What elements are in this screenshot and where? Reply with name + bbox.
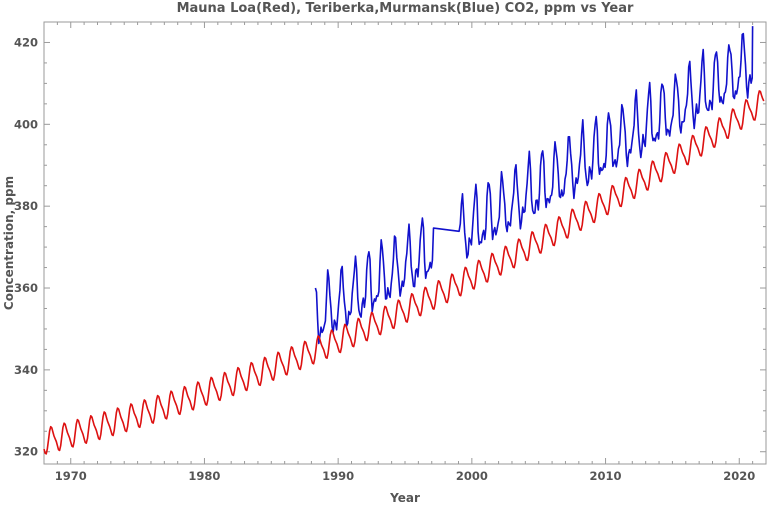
y-tick-label: 360	[14, 281, 38, 295]
x-tick-label: 2010	[590, 469, 622, 483]
x-tick-label: 1980	[188, 469, 220, 483]
series-layer	[43, 26, 765, 455]
series-teriberka-line	[314, 26, 754, 345]
axis-ticks: 1970 1980 1990 2000 2010 2020 320 340 360 380 400 4…	[14, 21, 767, 483]
y-tick-label: 400	[14, 117, 38, 131]
series-mauna-loa-line	[43, 90, 765, 455]
y-tick-label: 340	[14, 363, 38, 377]
x-tick-label: 1970	[55, 469, 87, 483]
x-tick-label: 2000	[456, 469, 488, 483]
y-tick-label: 320	[14, 445, 38, 459]
x-tick-label: 2020	[723, 469, 755, 483]
y-tick-label: 420	[14, 35, 38, 49]
chart-title: Mauna Loa(Red), Teriberka,Murmansk(Blue)…	[177, 1, 634, 16]
y-tick-label: 380	[14, 199, 38, 213]
x-axis-label: Year	[389, 491, 420, 505]
y-axis-label: Concentration, ppm	[2, 176, 16, 310]
x-tick-label: 1990	[322, 469, 354, 483]
plot-frame	[43, 21, 767, 465]
